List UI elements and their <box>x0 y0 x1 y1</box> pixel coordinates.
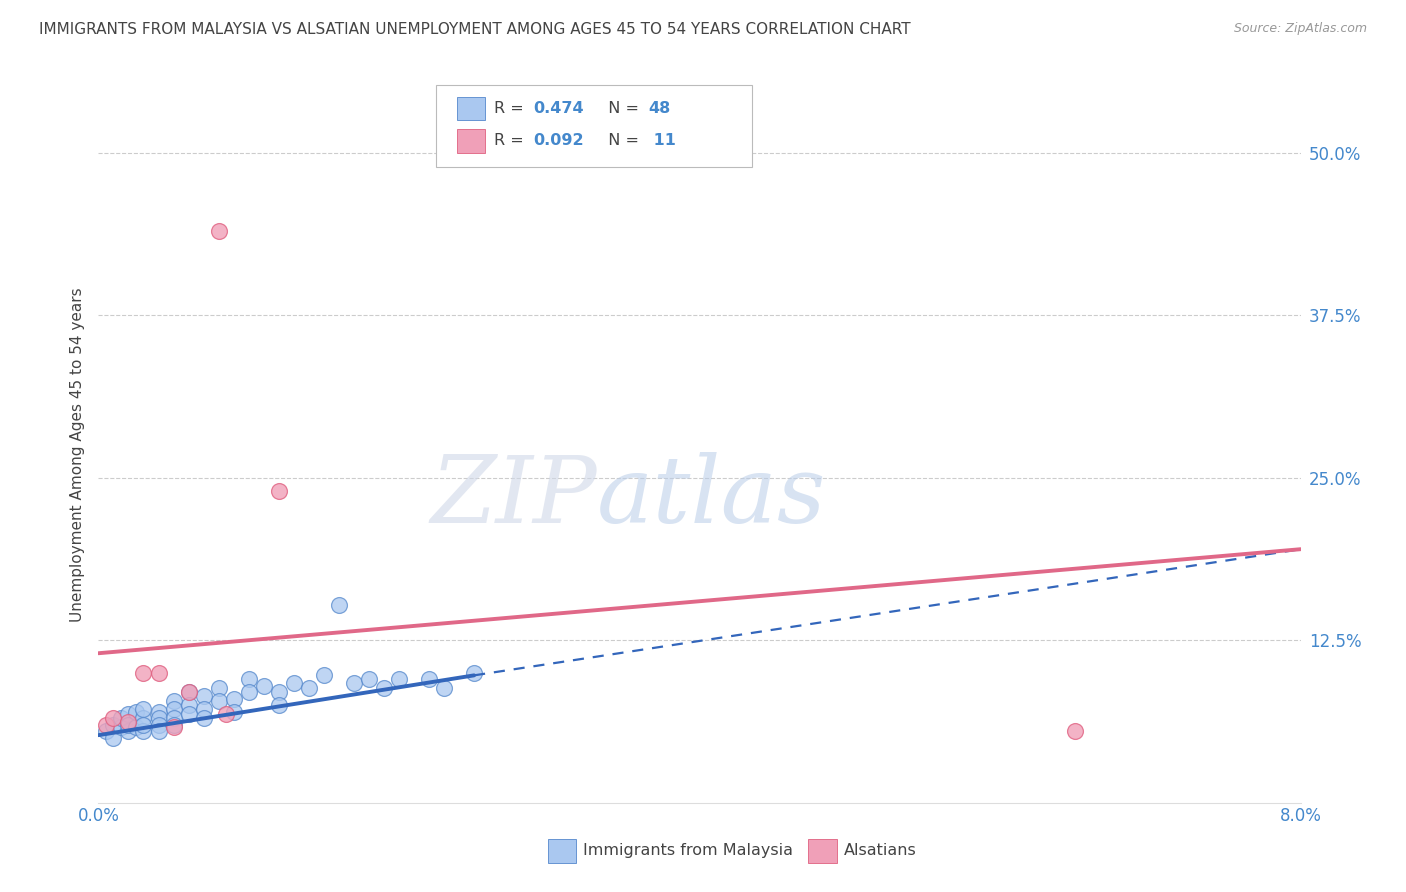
Point <box>148 718 170 732</box>
Point <box>208 681 231 696</box>
Text: 0.0%: 0.0% <box>77 807 120 825</box>
Point <box>298 681 321 696</box>
Point <box>103 718 125 732</box>
Point <box>117 715 139 730</box>
Point <box>162 711 184 725</box>
Point <box>110 711 132 725</box>
Point <box>193 711 215 725</box>
Point <box>177 685 200 699</box>
Point <box>193 702 215 716</box>
Point <box>148 705 170 719</box>
Text: N =: N = <box>598 134 644 148</box>
Point <box>222 691 245 706</box>
Point <box>162 702 184 716</box>
Text: N =: N = <box>598 102 644 116</box>
Point <box>267 698 290 713</box>
Point <box>312 668 335 682</box>
Point <box>117 707 139 722</box>
Point <box>162 720 184 734</box>
Point <box>208 224 231 238</box>
Point <box>373 681 395 696</box>
Point <box>418 672 440 686</box>
Y-axis label: Unemployment Among Ages 45 to 54 years: Unemployment Among Ages 45 to 54 years <box>69 287 84 623</box>
Text: 0.092: 0.092 <box>533 134 583 148</box>
Point <box>177 698 200 713</box>
Point <box>238 685 260 699</box>
Point <box>117 718 139 732</box>
Point <box>1064 724 1087 739</box>
Point <box>193 689 215 703</box>
Point <box>177 685 200 699</box>
Point <box>132 711 155 725</box>
Point <box>433 681 456 696</box>
Point <box>222 705 245 719</box>
Point <box>132 702 155 716</box>
Point <box>267 483 290 498</box>
Text: Immigrants from Malaysia: Immigrants from Malaysia <box>583 844 793 858</box>
Point <box>148 665 170 680</box>
Text: 11: 11 <box>648 134 676 148</box>
Point <box>132 724 155 739</box>
Point <box>283 676 305 690</box>
Point <box>208 694 231 708</box>
Text: R =: R = <box>494 102 529 116</box>
Point <box>388 672 411 686</box>
Point <box>125 720 148 734</box>
Point <box>215 707 238 722</box>
Point <box>162 694 184 708</box>
Point <box>267 685 290 699</box>
Point <box>463 665 485 680</box>
Text: R =: R = <box>494 134 529 148</box>
Text: 8.0%: 8.0% <box>1279 807 1322 825</box>
Point <box>357 672 380 686</box>
Text: 0.474: 0.474 <box>533 102 583 116</box>
Text: Source: ZipAtlas.com: Source: ZipAtlas.com <box>1233 22 1367 36</box>
Point <box>117 724 139 739</box>
Point <box>94 718 117 732</box>
Text: atlas: atlas <box>598 451 827 541</box>
Point <box>110 720 132 734</box>
Point <box>125 705 148 719</box>
Text: IMMIGRANTS FROM MALAYSIA VS ALSATIAN UNEMPLOYMENT AMONG AGES 45 TO 54 YEARS CORR: IMMIGRANTS FROM MALAYSIA VS ALSATIAN UNE… <box>39 22 911 37</box>
Point <box>343 676 366 690</box>
Point <box>328 598 350 612</box>
Point <box>148 711 170 725</box>
Point <box>253 679 276 693</box>
Point <box>132 718 155 732</box>
Point <box>103 711 125 725</box>
Point <box>103 731 125 745</box>
Point <box>177 707 200 722</box>
Point <box>238 672 260 686</box>
Point <box>148 724 170 739</box>
Text: Alsatians: Alsatians <box>844 844 917 858</box>
Point <box>162 718 184 732</box>
Text: 48: 48 <box>648 102 671 116</box>
Text: ZIP: ZIP <box>430 451 598 541</box>
Point <box>132 665 155 680</box>
Point <box>94 724 117 739</box>
